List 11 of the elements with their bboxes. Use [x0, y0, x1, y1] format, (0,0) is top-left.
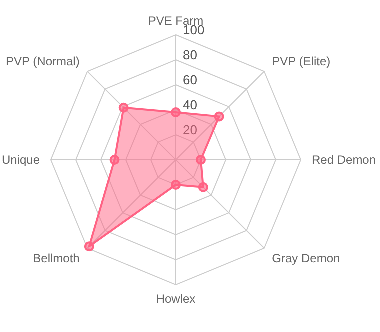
- spoke-label: Howlex: [156, 292, 196, 306]
- y-tick-label: 40: [183, 98, 198, 112]
- spoke-label: PVP (Elite): [272, 54, 331, 69]
- spoke-label: Red Demon: [312, 153, 376, 167]
- spoke-label: Bellmoth: [33, 251, 80, 266]
- spoke-label: Unique: [2, 153, 40, 167]
- spoke-label: Gray Demon: [272, 251, 340, 266]
- y-tick-label: 20: [183, 122, 198, 138]
- y-tick-label: 80: [183, 48, 198, 62]
- spoke-label: PVP (Normal): [6, 54, 80, 69]
- y-tick-label: 60: [183, 72, 198, 88]
